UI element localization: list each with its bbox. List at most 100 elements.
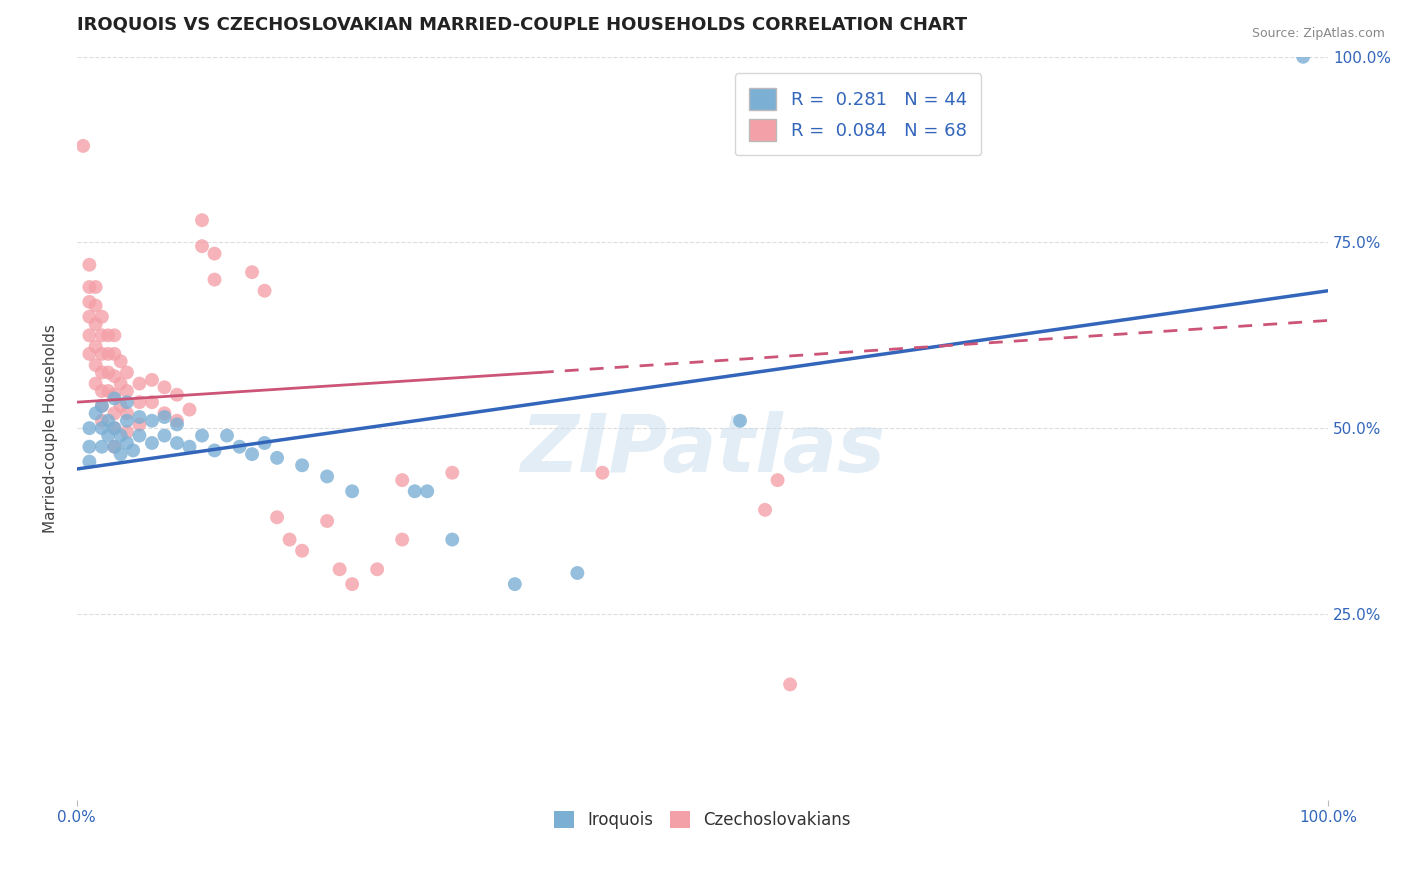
Point	[103, 392, 125, 406]
Point	[166, 388, 188, 402]
Point	[291, 543, 314, 558]
Point	[179, 440, 201, 454]
Point	[110, 354, 132, 368]
Point	[90, 440, 112, 454]
Point	[128, 417, 150, 432]
Point	[141, 373, 163, 387]
Point	[103, 440, 125, 454]
Point	[779, 677, 801, 691]
Point	[90, 414, 112, 428]
Point	[115, 384, 138, 398]
Point	[79, 328, 101, 343]
Point	[567, 566, 589, 580]
Point	[191, 239, 214, 253]
Point	[84, 339, 107, 353]
Text: ZIPatlas: ZIPatlas	[520, 411, 884, 490]
Point	[128, 409, 150, 424]
Point	[391, 473, 413, 487]
Point	[316, 469, 339, 483]
Point	[72, 139, 94, 153]
Point	[103, 388, 125, 402]
Text: IROQUOIS VS CZECHOSLOVAKIAN MARRIED-COUPLE HOUSEHOLDS CORRELATION CHART: IROQUOIS VS CZECHOSLOVAKIAN MARRIED-COUP…	[77, 15, 967, 33]
Point	[153, 409, 176, 424]
Point	[79, 454, 101, 468]
Point	[103, 347, 125, 361]
Point	[728, 414, 751, 428]
Point	[391, 533, 413, 547]
Point	[204, 443, 226, 458]
Point	[97, 384, 120, 398]
Point	[441, 466, 464, 480]
Point	[204, 272, 226, 286]
Point	[90, 310, 112, 324]
Point	[441, 533, 464, 547]
Point	[84, 406, 107, 420]
Point	[166, 414, 188, 428]
Point	[84, 376, 107, 391]
Point	[191, 213, 214, 227]
Point	[90, 399, 112, 413]
Point	[110, 447, 132, 461]
Point	[503, 577, 526, 591]
Point	[240, 447, 263, 461]
Point	[97, 428, 120, 442]
Point	[128, 395, 150, 409]
Point	[266, 450, 288, 465]
Point	[316, 514, 339, 528]
Point	[84, 299, 107, 313]
Point	[266, 510, 288, 524]
Point	[215, 428, 238, 442]
Point	[97, 366, 120, 380]
Point	[79, 294, 101, 309]
Point	[115, 395, 138, 409]
Point	[141, 395, 163, 409]
Point	[97, 414, 120, 428]
Point	[103, 369, 125, 384]
Point	[84, 280, 107, 294]
Y-axis label: Married-couple Households: Married-couple Households	[44, 324, 58, 533]
Point	[166, 417, 188, 432]
Point	[103, 440, 125, 454]
Point	[103, 421, 125, 435]
Point	[103, 328, 125, 343]
Point	[79, 280, 101, 294]
Point	[84, 317, 107, 331]
Point	[79, 347, 101, 361]
Point	[228, 440, 250, 454]
Point	[90, 421, 112, 435]
Point	[90, 347, 112, 361]
Point	[253, 436, 276, 450]
Point	[141, 414, 163, 428]
Point	[97, 328, 120, 343]
Point	[79, 440, 101, 454]
Point	[253, 284, 276, 298]
Point	[103, 406, 125, 420]
Text: Source: ZipAtlas.com: Source: ZipAtlas.com	[1251, 27, 1385, 40]
Point	[766, 473, 789, 487]
Point	[84, 358, 107, 372]
Point	[340, 484, 363, 499]
Legend: Iroquois, Czechoslovakians: Iroquois, Czechoslovakians	[547, 805, 858, 836]
Point	[340, 577, 363, 591]
Point	[153, 380, 176, 394]
Point	[240, 265, 263, 279]
Point	[110, 376, 132, 391]
Point	[329, 562, 352, 576]
Point	[110, 399, 132, 413]
Point	[291, 458, 314, 473]
Point	[115, 414, 138, 428]
Point	[166, 436, 188, 450]
Point	[416, 484, 439, 499]
Point	[110, 428, 132, 442]
Point	[79, 421, 101, 435]
Point	[191, 428, 214, 442]
Point	[404, 484, 426, 499]
Point	[115, 436, 138, 450]
Point	[79, 310, 101, 324]
Point	[591, 466, 613, 480]
Point	[79, 258, 101, 272]
Point	[90, 384, 112, 398]
Point	[153, 406, 176, 420]
Point	[90, 328, 112, 343]
Point	[115, 366, 138, 380]
